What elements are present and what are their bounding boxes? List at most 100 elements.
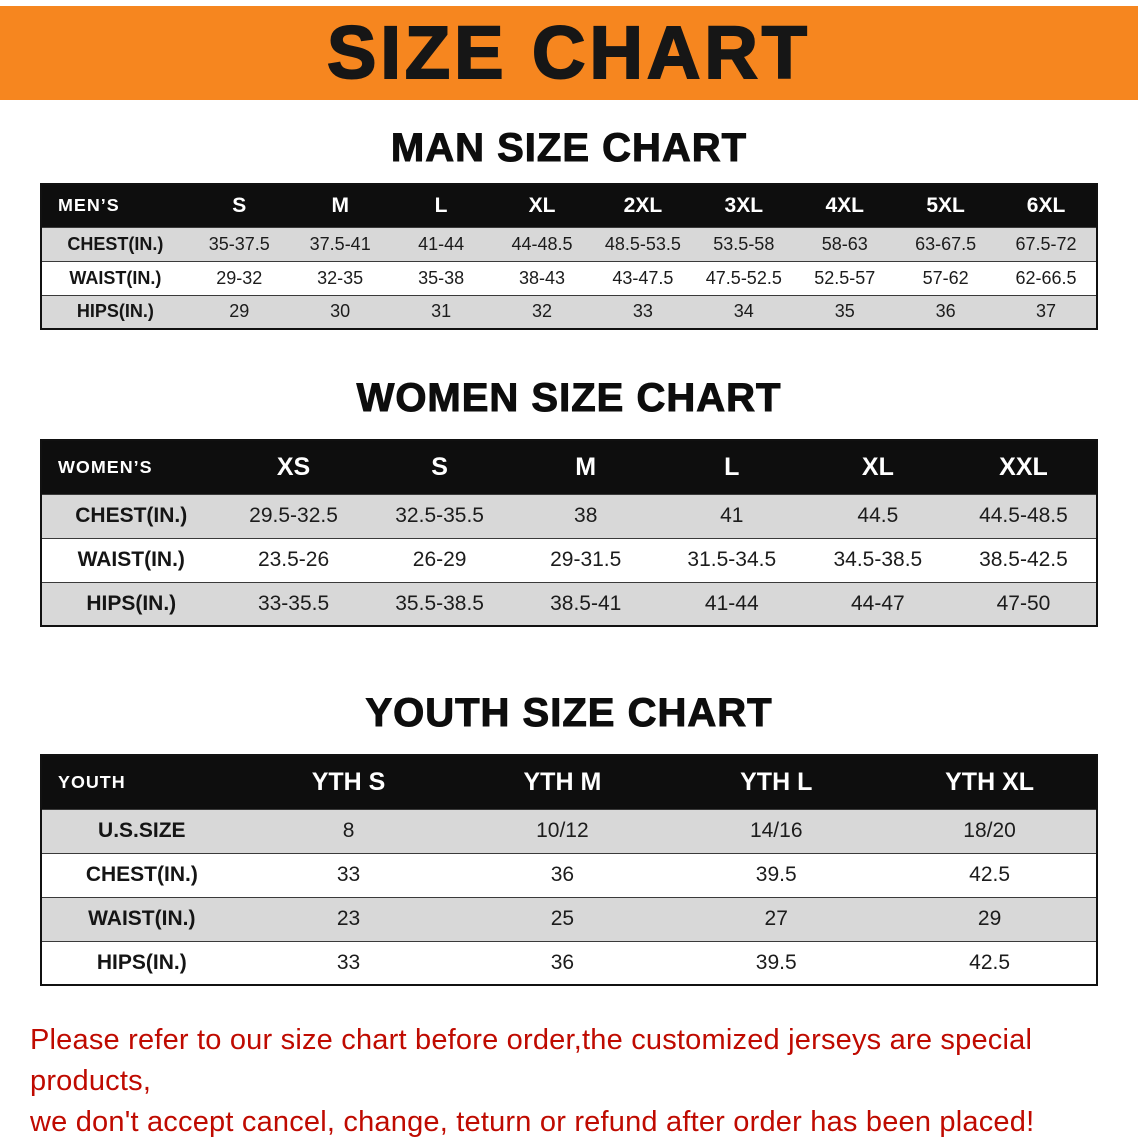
size-column-header: M (512, 439, 659, 495)
size-column-header: L (658, 439, 805, 495)
measurement-value: 39.5 (669, 852, 884, 898)
measurement-label: WAIST(IN.) (41, 896, 242, 942)
measurement-value: 29 (883, 896, 1097, 942)
measurement-label: CHEST(IN.) (41, 226, 189, 262)
measurement-value: 32-35 (289, 260, 391, 296)
size-column-header: YTH M (455, 754, 670, 810)
size-column-header: S (366, 439, 513, 495)
measurement-value: 32 (491, 294, 593, 330)
measurement-value: 37.5-41 (289, 226, 391, 262)
measurement-value: 47.5-52.5 (693, 260, 795, 296)
header-row: WOMEN’S XS S M L XL XXL (41, 439, 1097, 495)
measurement-value: 23 (241, 896, 456, 942)
measurement-value: 36 (455, 940, 670, 986)
disclaimer: Please refer to our size chart before or… (30, 1020, 1108, 1144)
banner: SIZE CHART (0, 6, 1138, 100)
measurement-value: 35.5-38.5 (366, 581, 513, 627)
size-column-header: 3XL (693, 183, 795, 228)
measurement-value: 44.5-48.5 (950, 493, 1097, 539)
youth-chart-heading: YOUTH SIZE CHART (365, 691, 773, 736)
measurement-value: 44-47 (804, 581, 951, 627)
measurement-value: 29-32 (188, 260, 290, 296)
size-column-header: YTH XL (883, 754, 1097, 810)
size-column-header: XL (804, 439, 951, 495)
size-column-header: YTH S (241, 754, 456, 810)
size-column-header: XL (491, 183, 593, 228)
table-row: CHEST(IN.) 33 36 39.5 42.5 (41, 852, 1097, 898)
row-group-label: YOUTH (41, 754, 242, 810)
men-chart-heading: MAN SIZE CHART (390, 126, 748, 171)
table-row: U.S.SIZE 8 10/12 14/16 18/20 (41, 808, 1097, 854)
table-row: CHEST(IN.) 35-37.5 37.5-41 41-44 44-48.5 48.5… (41, 226, 1097, 262)
table-row: HIPS(IN.) 33-35.5 35.5-38.5 38.5-41 41-44 44-… (41, 581, 1097, 627)
measurement-value: 35-38 (390, 260, 492, 296)
page-title: SIZE CHART (326, 11, 811, 94)
men-size-table: MEN’S S M L XL 2XL 3XL 4XL 5XL 6XL CHEST(IN.) 35-37… (40, 183, 1098, 330)
size-column-header: S (188, 183, 290, 228)
measurement-label: CHEST(IN.) (41, 493, 221, 539)
measurement-label: WAIST(IN.) (41, 537, 221, 583)
measurement-value: 38 (512, 493, 659, 539)
measurement-value: 52.5-57 (794, 260, 896, 296)
measurement-value: 62-66.5 (996, 260, 1097, 296)
measurement-value: 44.5 (804, 493, 951, 539)
measurement-value: 18/20 (883, 808, 1097, 854)
size-column-header: YTH L (669, 754, 884, 810)
measurement-value: 38.5-41 (512, 581, 659, 627)
measurement-value: 36 (895, 294, 997, 330)
measurement-value: 38.5-42.5 (950, 537, 1097, 583)
size-column-header: XXL (950, 439, 1097, 495)
measurement-value: 8 (241, 808, 456, 854)
measurement-value: 14/16 (669, 808, 884, 854)
measurement-value: 35-37.5 (188, 226, 290, 262)
disclaimer-line-2: we don't accept cancel, change, teturn o… (30, 1106, 1035, 1139)
measurement-value: 58-63 (794, 226, 896, 262)
measurement-value: 34.5-38.5 (804, 537, 951, 583)
measurement-value: 53.5-58 (693, 226, 795, 262)
measurement-value: 48.5-53.5 (592, 226, 694, 262)
measurement-value: 23.5-26 (220, 537, 367, 583)
measurement-value: 33 (241, 852, 456, 898)
size-column-header: 2XL (592, 183, 694, 228)
size-column-header: 4XL (794, 183, 896, 228)
size-column-header: L (390, 183, 492, 228)
measurement-value: 29 (188, 294, 290, 330)
table-row: WAIST(IN.) 29-32 32-35 35-38 38-43 43-47.5 47.… (41, 260, 1097, 296)
size-column-header: 6XL (996, 183, 1097, 228)
measurement-value: 36 (455, 852, 670, 898)
measurement-value: 31.5-34.5 (658, 537, 805, 583)
table-row: HIPS(IN.) 33 36 39.5 42.5 (41, 940, 1097, 986)
measurement-value: 27 (669, 896, 884, 942)
measurement-value: 29-31.5 (512, 537, 659, 583)
measurement-value: 35 (794, 294, 896, 330)
youth-size-chart-section: YOUTH SIZE CHART YOUTH YTH S YTH M YTH L YTH… (0, 691, 1138, 986)
men-size-chart-section: MAN SIZE CHART MEN’S S M L XL 2XL 3XL 4XL 5XL 6XL… (0, 126, 1138, 330)
youth-size-table: YOUTH YTH S YTH M YTH L YTH XL U.S.SIZE 8 10/12… (40, 754, 1098, 986)
measurement-value: 39.5 (669, 940, 884, 986)
size-chart-page: SIZE CHART MAN SIZE CHART MEN’S S M L XL 2XL 3… (0, 6, 1138, 1144)
table-row: HIPS(IN.) 29 30 31 32 33 34 35 36 37 (41, 294, 1097, 330)
disclaimer-line-1: Please refer to our size chart before or… (30, 1024, 1033, 1098)
measurement-value: 26-29 (366, 537, 513, 583)
measurement-value: 31 (390, 294, 492, 330)
measurement-value: 33 (241, 940, 456, 986)
measurement-value: 33-35.5 (220, 581, 367, 627)
measurement-value: 37 (996, 294, 1097, 330)
measurement-value: 43-47.5 (592, 260, 694, 296)
measurement-value: 38-43 (491, 260, 593, 296)
measurement-value: 42.5 (883, 852, 1097, 898)
measurement-value: 63-67.5 (895, 226, 997, 262)
measurement-value: 41-44 (390, 226, 492, 262)
women-chart-heading: WOMEN SIZE CHART (356, 376, 782, 421)
measurement-value: 41-44 (658, 581, 805, 627)
size-column-header: XS (220, 439, 367, 495)
row-group-label: MEN’S (41, 183, 189, 228)
women-size-chart-section: WOMEN SIZE CHART WOMEN’S XS S M L XL XXL CHEST(… (0, 376, 1138, 627)
measurement-value: 33 (592, 294, 694, 330)
women-size-table: WOMEN’S XS S M L XL XXL CHEST(IN.) 29.5-32.5 32.5… (40, 439, 1098, 627)
measurement-label: WAIST(IN.) (41, 260, 189, 296)
measurement-value: 30 (289, 294, 391, 330)
measurement-value: 32.5-35.5 (366, 493, 513, 539)
table-row: WAIST(IN.) 23.5-26 26-29 29-31.5 31.5-34.5 34… (41, 537, 1097, 583)
measurement-value: 10/12 (455, 808, 670, 854)
